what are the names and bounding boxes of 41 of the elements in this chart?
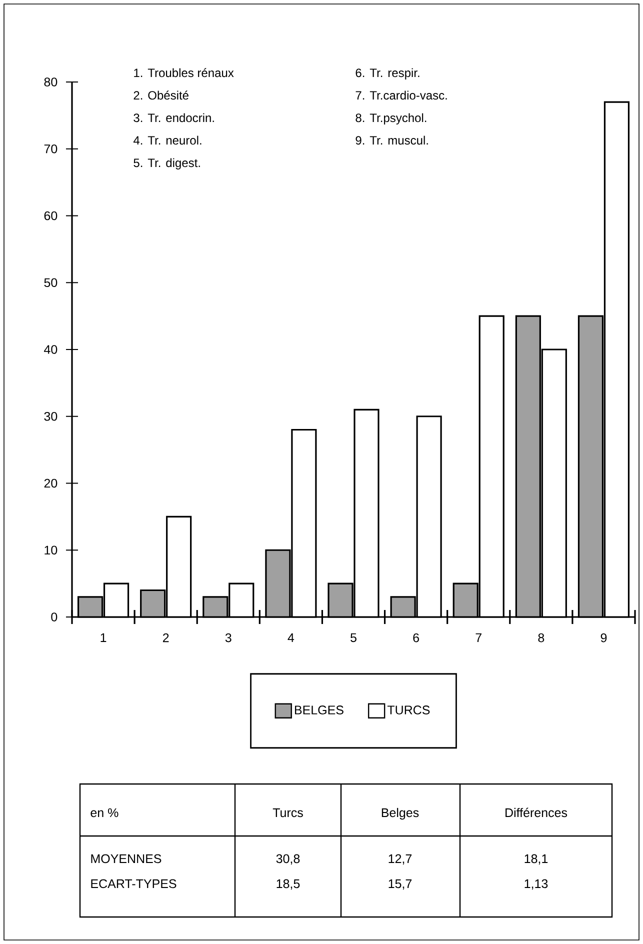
text: en % [90,808,118,818]
y-tick-label: 0 [51,612,58,622]
text: 1,13 [524,879,548,890]
legend-label: BELGES [295,706,344,714]
text: 12,7 [388,854,412,865]
y-tick-label: 80 [44,78,58,86]
text: 6. Tr. respir. [356,68,420,80]
text: 1. Troubles rénaux [134,68,234,78]
y-tick-label: 70 [44,144,58,154]
y-tick-label: 30 [44,412,58,421]
x-tick-label: 7 [476,633,482,642]
annotation: 5. Tr. digest. [134,158,200,170]
annotation: 2. Obésité [134,90,188,100]
x-tick-label: 2 [162,633,169,642]
text: Turcs [272,808,303,818]
text: 18,1 [524,854,548,865]
annotation: 7. Tr.cardio-vasc. [356,90,447,100]
annotation: 3. Tr. endocrin. [134,113,214,122]
y-tick-label: 20 [44,478,58,488]
x-tick-label: 1 [100,633,106,642]
text: 18,5 [276,879,300,890]
text: Belges [382,808,419,820]
y-tick-label: 40 [44,345,58,354]
annotation: 4. Tr. neurol. [133,136,202,145]
text: MOYENNES [91,854,162,864]
text: Différences [506,808,568,818]
x-tick-label: 5 [350,633,356,642]
x-tick-label: 4 [288,633,294,642]
y-tick-label: 10 [44,546,58,555]
x-tick-label: 6 [413,633,419,642]
annotation: 9. Tr. muscul. [356,136,428,145]
text: ECART-TYPES [91,879,176,888]
y-tick-label: 50 [44,278,58,288]
text: 15,7 [388,879,412,890]
legend-label: TURCS [387,706,430,714]
x-tick-label: 3 [225,633,232,642]
x-tick-label: 9 [600,633,607,642]
annotation: 8. Tr.psychol. [356,113,426,124]
text: 30,8 [276,854,300,865]
x-tick-label: 8 [538,633,544,642]
y-tick-label: 60 [44,211,58,220]
